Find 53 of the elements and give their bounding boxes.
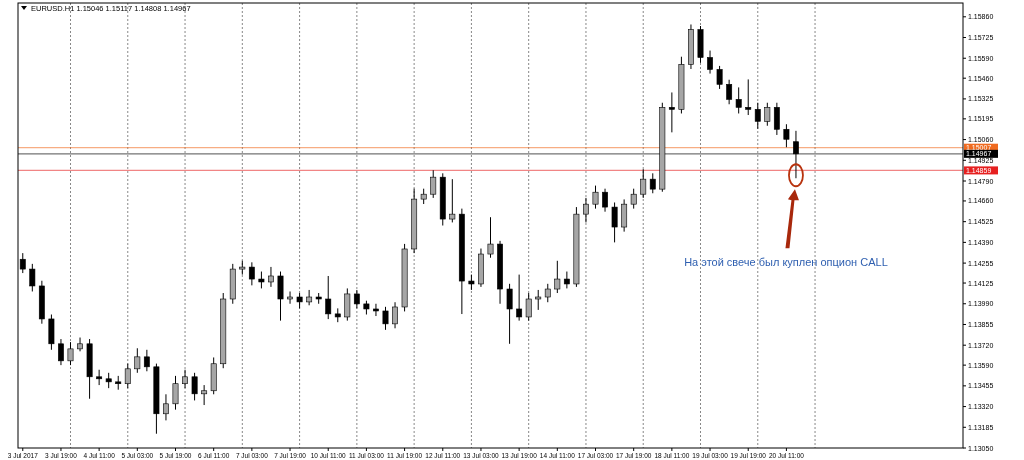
candlestick bbox=[373, 303, 379, 317]
candlestick bbox=[544, 283, 551, 303]
candlestick bbox=[668, 91, 675, 133]
candlestick bbox=[277, 271, 284, 322]
candlestick bbox=[592, 185, 599, 210]
candlestick bbox=[287, 290, 293, 305]
candlestick bbox=[449, 178, 456, 223]
candlestick bbox=[506, 283, 513, 345]
candlestick bbox=[735, 86, 742, 114]
candlestick bbox=[143, 349, 150, 372]
candlestick bbox=[248, 261, 255, 286]
candlestick bbox=[96, 369, 103, 386]
candlestick bbox=[29, 263, 36, 292]
candlestick bbox=[707, 50, 713, 75]
candlestick bbox=[535, 289, 542, 311]
candlestick bbox=[783, 123, 790, 148]
candlestick bbox=[611, 201, 618, 243]
candlestick bbox=[487, 216, 494, 259]
candlestick bbox=[640, 168, 647, 199]
candlestick bbox=[58, 338, 64, 366]
candlestick bbox=[382, 306, 389, 331]
candlestick bbox=[764, 102, 771, 127]
annotation: На этой свече был куплен опцион CALL bbox=[684, 256, 888, 269]
candlestick bbox=[306, 289, 313, 306]
candlestick bbox=[124, 363, 131, 389]
candlestick bbox=[793, 130, 799, 179]
candlestick bbox=[516, 274, 523, 322]
candlestick bbox=[745, 78, 752, 116]
candlestick bbox=[325, 275, 332, 320]
candlestick bbox=[268, 266, 274, 288]
candlestick bbox=[392, 301, 398, 329]
candlestick bbox=[649, 172, 656, 194]
candlestick bbox=[563, 271, 570, 289]
candlestick bbox=[773, 102, 780, 136]
candlestick bbox=[430, 169, 437, 199]
candlestick bbox=[583, 197, 589, 223]
candlestick bbox=[621, 198, 628, 233]
candlestick bbox=[201, 384, 208, 406]
candlestick bbox=[630, 188, 637, 210]
candlestick bbox=[754, 102, 761, 130]
candlestick bbox=[191, 372, 198, 401]
candlestick bbox=[134, 347, 141, 374]
candlestick bbox=[353, 289, 360, 309]
candlestick bbox=[554, 260, 561, 294]
candlestick bbox=[726, 79, 733, 105]
candlestick bbox=[163, 393, 169, 421]
candlestick bbox=[716, 65, 723, 90]
candlestick bbox=[67, 341, 74, 366]
candlestick bbox=[602, 188, 608, 213]
candlestick bbox=[525, 292, 532, 322]
candlestick bbox=[344, 287, 351, 322]
candlestick bbox=[182, 369, 188, 389]
candlestick bbox=[172, 375, 179, 411]
